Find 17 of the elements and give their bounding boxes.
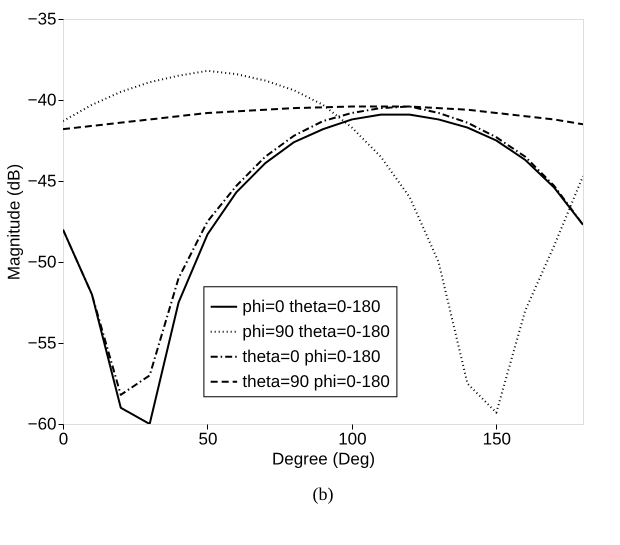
y-tick-label: −45	[28, 172, 56, 190]
y-tick-label: −40	[28, 90, 56, 110]
legend-label: phi=90 theta=0-180	[242, 322, 390, 341]
x-tick-label: 50	[198, 430, 218, 448]
text: (b)	[312, 484, 334, 504]
y-tick-label: −50	[28, 252, 56, 272]
y-tick-label: −55	[28, 334, 56, 352]
legend-label: theta=0 phi=0-180	[242, 346, 380, 366]
legend-label: theta=90 phi=0-180	[242, 372, 390, 391]
y-tick-label: −60	[28, 414, 56, 434]
x-tick-label: 0	[58, 430, 68, 448]
x-axis-title: Degree (Deg)	[272, 450, 375, 468]
x-tick-label: 100	[338, 430, 367, 448]
x-tick-label: 150	[482, 430, 512, 448]
y-axis-title: Magnitude (dB)	[4, 164, 24, 280]
y-tick-label: −35	[28, 10, 56, 28]
legend-label: phi=0 theta=0-180	[242, 296, 380, 316]
